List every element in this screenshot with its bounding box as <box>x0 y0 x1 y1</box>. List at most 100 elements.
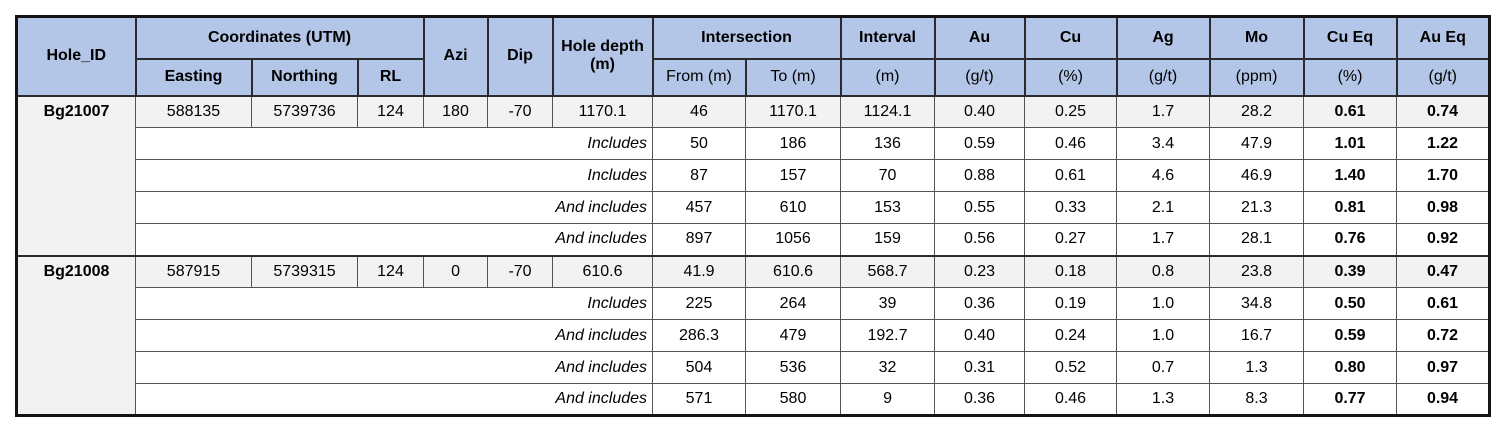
cell-hole-depth: 610.6 <box>552 254 654 288</box>
table-row-include: And includes 286.3 479 192.7 0.40 0.24 1… <box>17 319 1491 352</box>
cell-au: 0.88 <box>934 159 1026 192</box>
cell-cu-eq: 1.40 <box>1303 159 1398 192</box>
cell-northing: 5739736 <box>251 94 358 128</box>
cell-interval: 1124.1 <box>840 94 936 128</box>
cell-interval: 70 <box>840 159 936 192</box>
cell-include-label: Includes <box>134 159 654 192</box>
cell-from: 87 <box>652 159 747 192</box>
cell-cu: 0.18 <box>1024 254 1118 288</box>
cell-au-eq: 1.70 <box>1396 159 1491 192</box>
cell-au: 0.36 <box>934 287 1026 320</box>
table-header: Hole_ID Coordinates (UTM) Azi Dip Hole d… <box>15 15 1491 97</box>
cell-cu: 0.19 <box>1024 287 1118 320</box>
cell-au: 0.31 <box>934 351 1026 384</box>
cell-to: 479 <box>745 319 842 352</box>
hole-id-cell: Bg21008 <box>16 254 136 416</box>
cell-dip: -70 <box>487 254 554 288</box>
table-row-include: Includes 225 264 39 0.36 0.19 1.0 34.8 0… <box>17 287 1491 320</box>
header-intersection-group: Intersection <box>651 15 842 60</box>
cell-cu-eq: 0.80 <box>1303 351 1398 384</box>
cell-interval: 192.7 <box>840 319 936 352</box>
cell-easting: 587915 <box>135 254 252 288</box>
cell-au-eq: 0.72 <box>1396 319 1491 352</box>
cell-hole-depth: 1170.1 <box>552 94 654 128</box>
cell-from: 225 <box>652 287 747 320</box>
cell-au-eq: 1.22 <box>1396 127 1491 160</box>
cell-au-eq: 0.97 <box>1396 351 1491 384</box>
header-au-eq: Au Eq <box>1395 15 1491 60</box>
cell-mo: 28.1 <box>1209 223 1305 256</box>
table-row-include: And includes 504 536 32 0.31 0.52 0.7 1.… <box>17 351 1491 384</box>
cell-to: 536 <box>745 351 842 384</box>
header-mo: Mo <box>1208 15 1305 60</box>
header-cu-unit: (%) <box>1023 57 1118 97</box>
cell-au: 0.36 <box>934 383 1026 416</box>
cell-include-label: Includes <box>134 127 654 160</box>
cell-to: 610.6 <box>745 254 842 288</box>
header-au: Au <box>933 15 1026 60</box>
cell-au-eq: 0.47 <box>1396 254 1491 288</box>
cell-interval: 9 <box>840 383 936 416</box>
cell-mo: 34.8 <box>1209 287 1305 320</box>
cell-au: 0.55 <box>934 191 1026 224</box>
header-dip: Dip <box>486 15 554 97</box>
cell-mo: 23.8 <box>1209 254 1305 288</box>
cell-include-label: And includes <box>134 191 654 224</box>
cell-ag: 0.8 <box>1116 254 1211 288</box>
cell-cu: 0.46 <box>1024 127 1118 160</box>
header-au-unit: (g/t) <box>933 57 1026 97</box>
cell-mo: 21.3 <box>1209 191 1305 224</box>
header-ag: Ag <box>1115 15 1211 60</box>
cell-to: 264 <box>745 287 842 320</box>
cell-interval: 153 <box>840 191 936 224</box>
header-hole-depth-label: Hole depth <box>561 37 644 55</box>
header-mo-unit: (ppm) <box>1208 57 1305 97</box>
cell-mo: 47.9 <box>1209 127 1305 160</box>
cell-cu: 0.27 <box>1024 223 1118 256</box>
cell-ag: 1.7 <box>1116 223 1211 256</box>
cell-interval: 32 <box>840 351 936 384</box>
table-row-include: Includes 50 186 136 0.59 0.46 3.4 47.9 1… <box>17 127 1491 160</box>
header-cu-eq: Cu Eq <box>1302 15 1398 60</box>
header-hole-id: Hole_ID <box>15 15 137 97</box>
header-northing: Northing <box>250 57 359 97</box>
header-azi: Azi <box>422 15 489 97</box>
header-row-1: Hole_ID Coordinates (UTM) Azi Dip Hole d… <box>15 15 1491 97</box>
cell-mo: 28.2 <box>1209 94 1305 128</box>
cell-to: 1170.1 <box>745 94 842 128</box>
cell-from: 50 <box>652 127 747 160</box>
cell-cu: 0.46 <box>1024 383 1118 416</box>
cell-mo: 8.3 <box>1209 383 1305 416</box>
cell-include-label: And includes <box>134 223 654 256</box>
cell-from: 46 <box>652 94 747 128</box>
cell-to: 580 <box>745 383 842 416</box>
cell-au: 0.59 <box>934 127 1026 160</box>
cell-easting: 588135 <box>135 94 252 128</box>
header-coordinates-group: Coordinates (UTM) <box>134 15 425 60</box>
header-au-eq-unit: (g/t) <box>1395 57 1491 97</box>
cell-cu-eq: 0.77 <box>1303 383 1398 416</box>
cell-northing: 5739315 <box>251 254 358 288</box>
cell-from: 457 <box>652 191 747 224</box>
header-easting: Easting <box>134 57 253 97</box>
cell-to: 610 <box>745 191 842 224</box>
table-row-include: And includes 457 610 153 0.55 0.33 2.1 2… <box>17 191 1491 224</box>
cell-include-label: And includes <box>134 319 654 352</box>
cell-mo: 46.9 <box>1209 159 1305 192</box>
table-row-main: Bg21008 587915 5739315 124 0 -70 610.6 4… <box>16 254 1491 416</box>
cell-ag: 1.7 <box>1116 94 1211 128</box>
header-cu: Cu <box>1023 15 1118 60</box>
cell-au: 0.56 <box>934 223 1026 256</box>
cell-from: 571 <box>652 383 747 416</box>
cell-ag: 1.0 <box>1116 319 1211 352</box>
table-row-include: Includes 87 157 70 0.88 0.61 4.6 46.9 1.… <box>17 159 1491 192</box>
cell-azi: 180 <box>423 94 489 128</box>
header-rl: RL <box>356 57 425 97</box>
cell-to: 1056 <box>745 223 842 256</box>
cell-au: 0.40 <box>934 94 1026 128</box>
cell-include-label: And includes <box>134 351 654 384</box>
table-row-include: And includes 571 580 9 0.36 0.46 1.3 8.3… <box>17 383 1491 416</box>
cell-rl: 124 <box>356 254 425 288</box>
cell-au: 0.23 <box>934 254 1026 288</box>
cell-au-eq: 0.61 <box>1396 287 1491 320</box>
